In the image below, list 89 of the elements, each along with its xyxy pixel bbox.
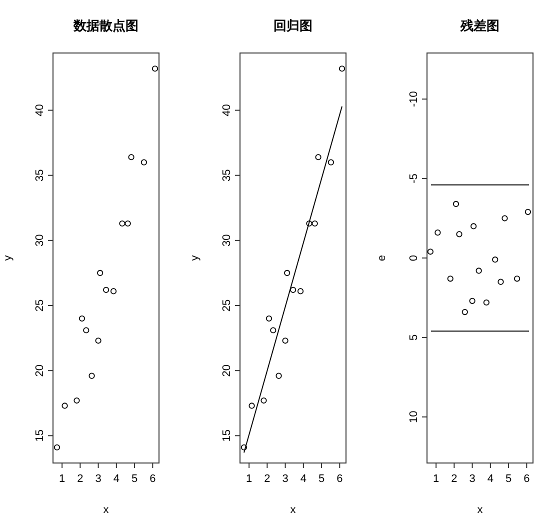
point bbox=[452, 200, 460, 208]
point bbox=[498, 278, 504, 285]
x-tick-label: 6 bbox=[524, 473, 530, 485]
y-tick-label: -5 bbox=[408, 174, 420, 184]
point bbox=[483, 299, 490, 306]
point bbox=[328, 159, 334, 166]
point bbox=[110, 288, 117, 294]
x-tick-label: 3 bbox=[282, 473, 288, 485]
point bbox=[266, 315, 272, 322]
point bbox=[152, 66, 158, 72]
point bbox=[62, 402, 68, 409]
y-tick-label: 0 bbox=[408, 254, 420, 262]
y-tick-label: 15 bbox=[221, 430, 233, 442]
point bbox=[282, 338, 288, 344]
point bbox=[97, 270, 104, 276]
point bbox=[284, 270, 290, 276]
y-tick-label: 5 bbox=[408, 334, 420, 341]
point bbox=[312, 220, 318, 227]
y-tick-label: 30 bbox=[221, 234, 233, 247]
x-tick-label: 4 bbox=[300, 473, 306, 485]
point bbox=[470, 223, 477, 230]
point bbox=[469, 298, 476, 304]
point bbox=[290, 286, 296, 293]
x-tick-label: 1 bbox=[246, 473, 252, 485]
x-tick-label: 2 bbox=[451, 473, 458, 485]
x-tick-label: 1 bbox=[58, 473, 66, 485]
y-tick-label: 30 bbox=[34, 234, 46, 247]
point bbox=[240, 444, 248, 450]
point bbox=[502, 215, 508, 222]
y-axis-title: y bbox=[2, 254, 14, 261]
x-tick-label: 4 bbox=[113, 473, 120, 485]
point bbox=[315, 154, 322, 160]
y-tick-label: 25 bbox=[34, 299, 46, 312]
point bbox=[297, 288, 304, 294]
chart-title: 残差图 bbox=[460, 19, 500, 34]
x-axis-title: x bbox=[477, 504, 484, 516]
x-axis-title: x bbox=[103, 504, 110, 516]
x-tick-label: 3 bbox=[469, 473, 476, 485]
x-tick-label: 1 bbox=[432, 473, 440, 485]
point bbox=[462, 308, 468, 316]
point bbox=[83, 327, 90, 334]
point bbox=[427, 248, 434, 255]
point bbox=[248, 402, 255, 409]
x-tick-label: 6 bbox=[150, 473, 156, 485]
x-tick-label: 5 bbox=[131, 473, 138, 485]
point bbox=[124, 220, 131, 227]
point bbox=[140, 159, 148, 166]
point bbox=[456, 231, 462, 238]
point bbox=[128, 154, 134, 160]
y-tick-label: 25 bbox=[221, 299, 233, 312]
x-axis-title: x bbox=[290, 504, 296, 516]
point bbox=[306, 220, 312, 227]
x-tick-label: 2 bbox=[77, 473, 84, 485]
y-axis-title: y bbox=[189, 254, 201, 261]
x-tick-label: 4 bbox=[487, 473, 494, 485]
y-tick-label: -10 bbox=[408, 91, 420, 108]
point bbox=[78, 315, 86, 322]
chart-title: 回归图 bbox=[274, 19, 312, 34]
point bbox=[74, 397, 80, 404]
point bbox=[524, 208, 531, 215]
y-tick-label: 15 bbox=[34, 430, 46, 442]
point bbox=[95, 338, 102, 344]
x-tick-label: 5 bbox=[318, 473, 325, 485]
point bbox=[103, 286, 110, 293]
y-tick-label: 35 bbox=[221, 169, 233, 182]
x-tick-label: 2 bbox=[264, 473, 270, 485]
point bbox=[119, 220, 126, 227]
point bbox=[54, 444, 60, 450]
point bbox=[514, 276, 520, 282]
point bbox=[338, 66, 346, 72]
point bbox=[492, 256, 498, 263]
point bbox=[88, 372, 95, 379]
point bbox=[434, 230, 441, 236]
y-tick-label: 35 bbox=[34, 169, 46, 182]
point bbox=[260, 397, 267, 404]
point bbox=[276, 372, 282, 379]
chart-title: 数据散点图 bbox=[72, 18, 138, 34]
x-tick-label: 6 bbox=[336, 473, 343, 485]
y-tick-label: 40 bbox=[221, 104, 233, 116]
y-tick-label: 20 bbox=[34, 364, 46, 377]
point bbox=[447, 276, 454, 282]
y-axis-title: e bbox=[376, 254, 388, 262]
point bbox=[476, 268, 482, 274]
y-tick-label: 40 bbox=[34, 104, 46, 116]
x-tick-label: 5 bbox=[505, 473, 512, 485]
y-tick-label: 10 bbox=[408, 410, 420, 424]
y-tick-label: 20 bbox=[221, 364, 233, 377]
x-tick-label: 3 bbox=[95, 473, 102, 485]
point bbox=[270, 327, 276, 334]
